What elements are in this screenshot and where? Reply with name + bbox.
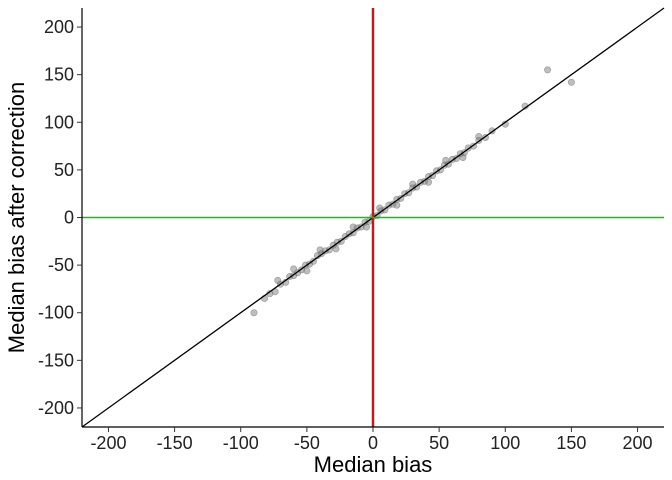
y-axis-title: Median bias after correction bbox=[4, 82, 29, 353]
data-point bbox=[544, 66, 552, 74]
plot-area bbox=[81, 7, 665, 428]
y-tick-label: -200 bbox=[38, 398, 74, 418]
data-point bbox=[250, 309, 258, 317]
y-tick-label: 200 bbox=[44, 17, 74, 37]
x-tick-label: -200 bbox=[90, 433, 126, 453]
y-tick-label: -100 bbox=[38, 303, 74, 323]
data-point bbox=[316, 246, 324, 254]
x-axis-title: Median bias bbox=[314, 452, 433, 477]
data-point bbox=[274, 276, 282, 284]
data-point bbox=[290, 265, 298, 273]
x-tick-label: 100 bbox=[490, 433, 520, 453]
data-point bbox=[362, 223, 370, 231]
y-tick-label: -50 bbox=[48, 255, 74, 275]
x-tick-label: 50 bbox=[429, 433, 449, 453]
data-point bbox=[376, 204, 384, 212]
y-tick-label: -150 bbox=[38, 350, 74, 370]
data-point bbox=[409, 180, 417, 188]
y-tick-label: 0 bbox=[64, 208, 74, 228]
data-point bbox=[475, 133, 483, 141]
axes: -200 -150 -100 -50 0 50 100 150 200 -200 -150 -100 -… bbox=[38, 8, 664, 453]
x-tick-label: -50 bbox=[294, 433, 320, 453]
y-tick-label: 50 bbox=[54, 160, 74, 180]
data-point bbox=[303, 267, 311, 275]
data-point bbox=[332, 245, 340, 253]
data-point bbox=[442, 156, 450, 164]
data-point bbox=[349, 223, 357, 231]
data-point bbox=[425, 178, 433, 186]
y-tick-label: 100 bbox=[44, 112, 74, 132]
x-tick-label: -100 bbox=[223, 433, 259, 453]
x-tick-label: -150 bbox=[157, 433, 193, 453]
x-tick-label: 150 bbox=[556, 433, 586, 453]
x-tick-label: 200 bbox=[623, 433, 653, 453]
x-tick-label: 0 bbox=[368, 433, 378, 453]
data-point bbox=[393, 201, 401, 209]
data-point bbox=[459, 154, 467, 162]
y-tick-label: 150 bbox=[44, 65, 74, 85]
data-point bbox=[567, 78, 575, 86]
